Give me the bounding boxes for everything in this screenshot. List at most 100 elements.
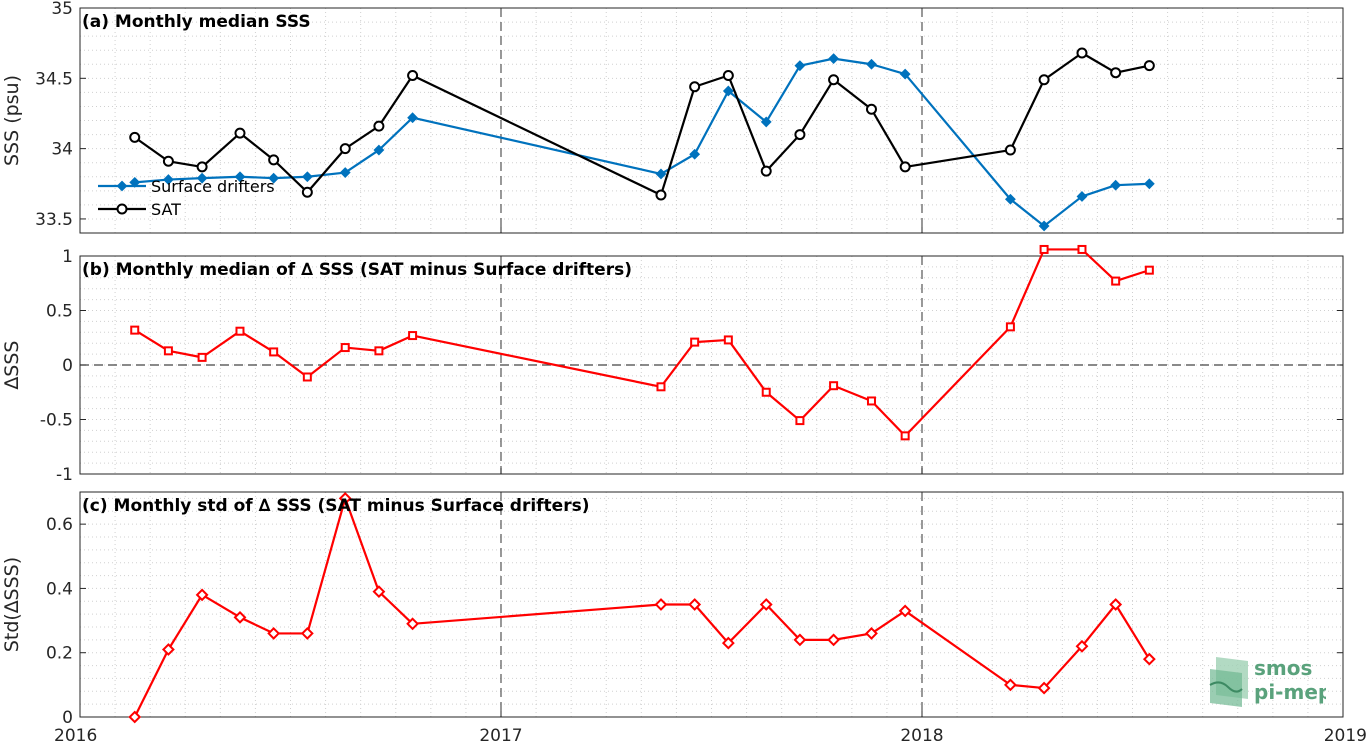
data-point xyxy=(196,161,208,173)
data-point xyxy=(1038,220,1050,232)
data-point xyxy=(339,143,351,155)
legend-label: SAT xyxy=(151,200,181,219)
data-point xyxy=(373,144,385,156)
data-point xyxy=(829,381,839,391)
data-point xyxy=(269,347,279,357)
data-point xyxy=(267,627,281,640)
data-point xyxy=(721,636,735,650)
data-point xyxy=(828,53,840,65)
data-point xyxy=(302,372,312,382)
data-point xyxy=(760,116,772,128)
data-point xyxy=(794,60,806,72)
data-point xyxy=(655,189,667,201)
plot-frame xyxy=(79,7,1344,234)
data-point xyxy=(1005,322,1015,332)
data-point xyxy=(827,633,841,647)
data-point xyxy=(301,171,313,183)
data-point xyxy=(407,70,419,81)
y-tick-label: 33.5 xyxy=(35,210,73,230)
data-point xyxy=(235,326,245,336)
data-point xyxy=(268,172,280,184)
data-point xyxy=(655,168,667,180)
data-point xyxy=(1110,179,1122,191)
data-point xyxy=(374,346,384,356)
data-point xyxy=(866,396,876,406)
data-point xyxy=(828,74,840,86)
data-point xyxy=(408,331,418,341)
y-tick-label: 0.2 xyxy=(46,644,73,664)
data-point xyxy=(163,346,173,356)
data-point xyxy=(899,161,911,173)
data-point xyxy=(795,416,805,426)
data-point xyxy=(900,431,910,441)
y-tick-label: 35 xyxy=(51,0,73,19)
panel-a: 33.5 34 34.5 35 SSS (psu) (a) Monthly median … xyxy=(1,0,1344,234)
data-point xyxy=(865,103,877,115)
panel-title: (c) Monthly std of ∆ SSS (SAT minus Surf… xyxy=(82,496,589,516)
data-point xyxy=(196,172,208,184)
data-point xyxy=(1110,67,1122,79)
x-tick-label: 2017 xyxy=(479,726,522,745)
data-point xyxy=(865,627,878,640)
y-tick-label: 0.6 xyxy=(46,515,73,535)
panel-title: (b) Monthly median of ∆ SSS (SAT minus S… xyxy=(82,260,632,280)
data-point xyxy=(195,588,209,602)
x-tick-label: 2018 xyxy=(900,726,943,745)
data-point xyxy=(688,598,702,611)
x-tick-label: 2019 xyxy=(1324,726,1367,745)
data-point xyxy=(339,167,351,178)
data-point xyxy=(197,352,207,362)
data-point xyxy=(1003,678,1017,692)
y-axis-label: SSS (psu) xyxy=(1,75,23,166)
data-point xyxy=(759,598,773,611)
data-point xyxy=(233,610,247,624)
data-point xyxy=(1004,144,1016,156)
data-point xyxy=(722,85,734,97)
data-point xyxy=(406,617,420,631)
data-point xyxy=(761,387,771,397)
data-point xyxy=(1037,681,1051,695)
plot-frame xyxy=(79,491,1344,718)
data-point xyxy=(794,129,806,141)
data-point xyxy=(760,165,772,177)
data-point xyxy=(690,337,700,347)
data-point xyxy=(161,643,175,656)
data-point xyxy=(656,382,666,392)
data-point xyxy=(1038,74,1050,86)
y-tick-label: 34.5 xyxy=(35,69,73,89)
series-line-surface-drifters xyxy=(134,57,1150,228)
data-point xyxy=(372,585,386,599)
data-point xyxy=(340,343,350,353)
data-point xyxy=(128,710,142,724)
y-tick-label: -0.5 xyxy=(40,411,73,431)
data-point xyxy=(373,120,385,132)
data-point xyxy=(723,335,733,345)
data-point xyxy=(407,112,419,124)
y-tick-label: 0 xyxy=(62,356,73,376)
data-point xyxy=(162,174,174,185)
y-tick-label: 1 xyxy=(62,247,73,267)
legend: Surface drifters SAT xyxy=(98,177,275,219)
data-point xyxy=(234,127,246,139)
data-point xyxy=(268,154,280,166)
data-point xyxy=(301,186,313,198)
y-tick-label: 0.5 xyxy=(46,302,73,322)
panel-title: (a) Monthly median SSS xyxy=(82,12,311,32)
data-point xyxy=(654,598,668,611)
data-point xyxy=(722,70,734,81)
x-tick-label: 2016 xyxy=(54,726,97,745)
data-point xyxy=(689,148,701,160)
data-point xyxy=(1076,191,1088,202)
logo-line2: pi-mep xyxy=(1254,680,1326,704)
data-point xyxy=(1144,265,1154,275)
data-point xyxy=(129,131,141,143)
data-point xyxy=(898,604,912,618)
y-tick-label: 34 xyxy=(51,140,73,160)
series-line-sat xyxy=(134,51,1150,197)
data-point xyxy=(130,325,140,335)
logo-line1: smos xyxy=(1254,656,1312,680)
data-point xyxy=(899,68,911,80)
data-point xyxy=(866,58,877,70)
data-point xyxy=(1142,652,1156,666)
